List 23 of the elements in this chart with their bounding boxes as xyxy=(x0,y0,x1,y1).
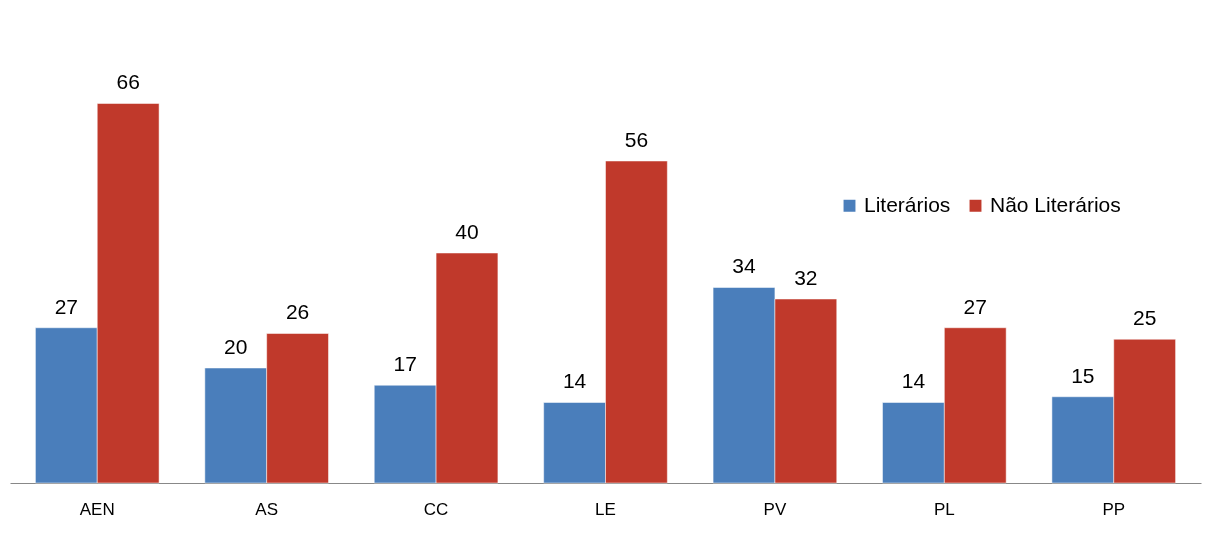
data-label: 34 xyxy=(732,254,756,278)
x-tick-label: PP xyxy=(1102,499,1126,519)
legend-label: Não Literários xyxy=(990,192,1121,216)
x-tick-label: AEN xyxy=(79,499,115,519)
data-label: 40 xyxy=(455,220,479,243)
data-label: 15 xyxy=(1071,363,1095,387)
data-label: 27 xyxy=(963,294,987,318)
data-label: 25 xyxy=(1132,306,1157,330)
x-tick-label: CC xyxy=(423,499,449,519)
data-label: 20 xyxy=(224,335,248,358)
data-label: 14 xyxy=(562,369,587,393)
x-tick-label: PV xyxy=(763,499,787,519)
data-label: 26 xyxy=(285,300,310,324)
x-tick-label: PL xyxy=(933,499,955,519)
data-label: 17 xyxy=(393,352,417,376)
x-tick-label: LE xyxy=(595,499,616,519)
data-label: 27 xyxy=(54,294,79,318)
data-label: 14 xyxy=(901,369,926,393)
data-label: 66 xyxy=(116,70,140,94)
data-label: 32 xyxy=(794,266,818,289)
legend-label: Literários xyxy=(864,192,951,216)
x-tick-label: AS xyxy=(255,499,279,519)
data-label: 56 xyxy=(624,127,649,151)
